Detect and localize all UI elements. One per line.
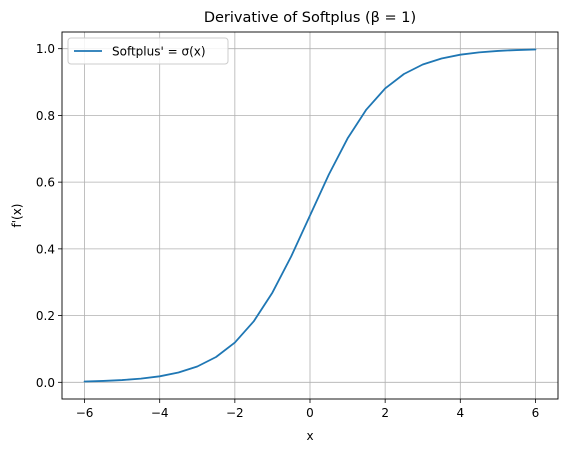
x-axis-ticks: −6 −4 −2 0 2 4 6 [76,399,540,420]
legend: Softplus' = σ(x) [67,37,229,65]
y-tick-label: 1.0 [36,42,55,56]
y-axis-ticks: 0.0 0.2 0.4 0.6 0.8 1.0 [36,42,62,390]
x-tick-label: −2 [226,406,244,420]
y-tick-label: 0.8 [36,109,55,123]
y-axis-label: f'(x) [10,204,24,228]
y-tick-label: 0.4 [36,242,55,256]
x-tick-label: 6 [532,406,540,420]
y-tick-label: 0.2 [36,309,55,323]
legend-label: Softplus' = σ(x) [112,45,206,59]
grid [62,32,558,399]
x-tick-label: 0 [306,406,314,420]
x-tick-label: 2 [381,406,389,420]
x-tick-label: −6 [76,406,94,420]
legend-box [67,37,229,65]
y-tick-label: 0.0 [36,376,55,390]
x-axis-label: x [306,429,313,443]
chart-title: Derivative of Softplus (β = 1) [204,10,416,26]
y-tick-label: 0.6 [36,176,55,190]
series-group [83,48,537,383]
plot-frame [61,31,559,400]
series-line [83,48,537,383]
x-tick-label: −4 [151,406,169,420]
x-tick-label: 4 [456,406,464,420]
